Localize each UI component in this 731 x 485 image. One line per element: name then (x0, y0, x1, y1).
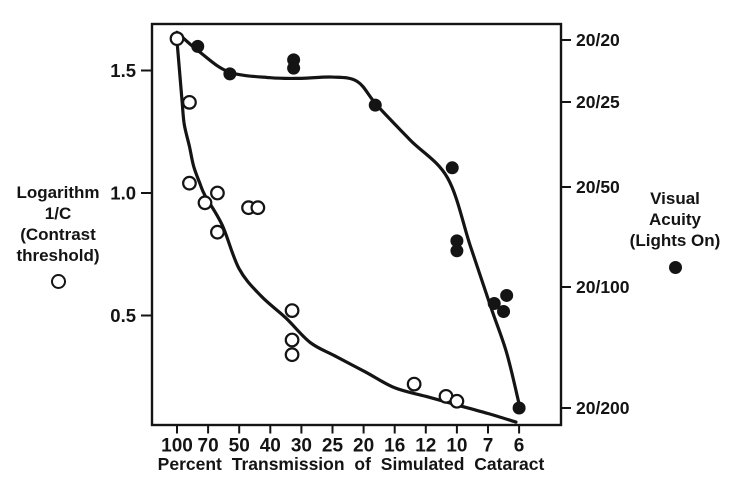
acuity-data-point (368, 98, 382, 112)
acuity-data-point (450, 234, 464, 248)
contrast-data-point (284, 303, 300, 319)
x-axis-title: Percent Transmission of Simulated Catara… (157, 454, 545, 474)
right-axis-tick-label: 20/50 (576, 177, 620, 197)
x-axis-tick-label: 40 (260, 436, 281, 457)
acuity-data-point (445, 161, 459, 175)
left-axis-tick-label: 1.5 (110, 60, 136, 81)
x-axis-tick-label: 7 (483, 436, 494, 457)
acuity-data-point (450, 244, 464, 258)
right-axis-title-line: Visual (650, 189, 700, 208)
right-axis-tick-label: 20/25 (576, 92, 620, 112)
left-axis-tick-label: 0.5 (110, 305, 136, 326)
contrast-data-point (284, 347, 300, 363)
x-axis-tick-label: 50 (229, 436, 250, 457)
plot-frame (150, 22, 563, 427)
right-axis-tick-label: 20/100 (576, 277, 630, 297)
contrast-data-point (250, 200, 266, 216)
left-axis-title-line: threshold) (16, 246, 100, 265)
acuity-data-point (487, 296, 501, 310)
contrast-data-point (406, 376, 422, 392)
contrast-data-point (169, 31, 185, 47)
left-axis-title-line: 1/C (44, 204, 72, 223)
acuity-data-point (191, 39, 205, 53)
x-axis-tick-label: 16 (384, 436, 405, 457)
left-axis-title-line: (Contrast (20, 225, 96, 244)
right-axis-tick-label: 20/20 (576, 30, 620, 50)
contrast-data-point (210, 224, 225, 240)
left-axis-tick-label: 1.0 (110, 183, 136, 204)
x-axis-tick-label: 30 (291, 436, 312, 457)
open-circle-legend-marker (50, 273, 66, 289)
contrast-data-point (197, 195, 213, 211)
acuity-data-point (287, 61, 301, 75)
filled-circle-legend-marker (668, 260, 682, 274)
right-axis-tick-label: 20/200 (576, 398, 630, 418)
acuity-data-point (512, 401, 526, 415)
acuity-data-point (497, 305, 511, 319)
contrast-data-point (449, 393, 465, 409)
x-axis-tick-label: 10 (446, 436, 467, 457)
x-axis-tick-label: 12 (415, 436, 436, 457)
x-axis-tick-label: 25 (322, 436, 344, 457)
x-axis-tick-label: 100 (161, 436, 193, 457)
acuity-fit-curve (175, 30, 521, 406)
left-axis-title-line: Logarithm (16, 183, 100, 202)
contrast-data-point (284, 332, 300, 348)
x-axis-tick-label: 20 (353, 436, 374, 457)
contrast-data-point (182, 94, 197, 110)
x-axis-tick-label: 70 (198, 436, 219, 457)
acuity-data-point (223, 67, 237, 81)
contrast-data-point (210, 185, 225, 201)
right-axis-title-line: (Lights On) (629, 231, 721, 250)
x-axis-tick-label: 6 (514, 436, 525, 457)
contrast-fit-curve (175, 39, 518, 424)
left-axis-title: Logarithm 1/C (Contrast threshold) (6, 182, 110, 289)
right-axis-title-line: Acuity (649, 210, 701, 229)
contrast-data-point (182, 175, 197, 191)
acuity-data-point (500, 288, 514, 302)
right-axis-title: Visual Acuity (Lights On) (621, 188, 729, 274)
